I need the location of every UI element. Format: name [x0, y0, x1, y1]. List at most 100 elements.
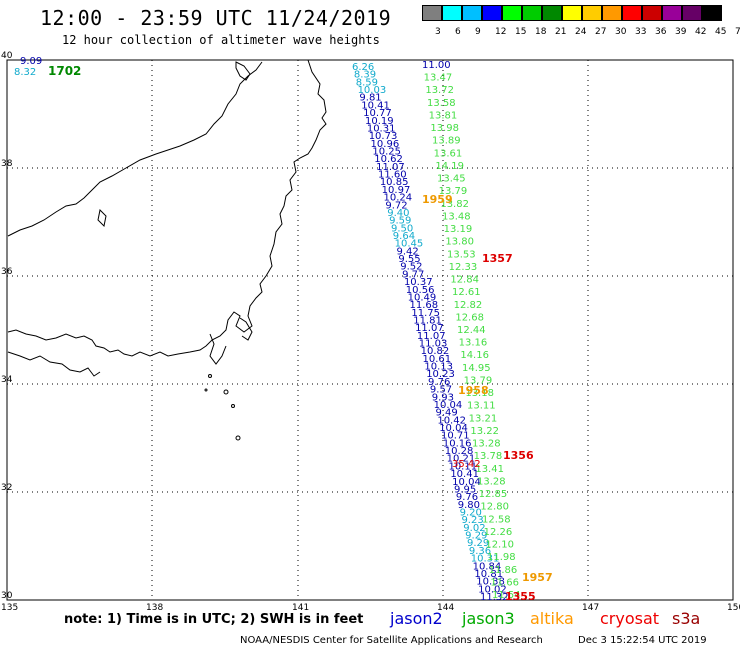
jason2-value: 10.45 [395, 239, 424, 250]
jason2-value: 10.38 [476, 577, 505, 588]
lon-tick-label: 141 [292, 603, 309, 613]
lat-tick-label: 40 [1, 51, 13, 61]
noto-peninsula [7, 61, 263, 237]
jason3-value: 13.45 [437, 174, 466, 185]
island-2 [231, 404, 235, 408]
jason2-value: 10.13 [424, 362, 453, 373]
lon-tick-label: 144 [437, 603, 454, 613]
jason2-value: 10.11 [448, 461, 477, 472]
track-annotation: 1357 [482, 252, 513, 265]
jason3-value: 12.33 [449, 262, 478, 273]
lon-tick-label: 150 [727, 603, 740, 613]
jason2-value: 8.59 [356, 77, 378, 88]
satellite-legend-jason2: jason2 [390, 609, 443, 628]
jason2-value: 9.02 [463, 523, 485, 534]
jason3-value: 13.18 [465, 388, 494, 399]
boso-peninsula [239, 317, 253, 341]
jason2-value: 10.56 [406, 285, 435, 296]
jason2-value: 10.81 [474, 569, 503, 580]
island-4 [208, 374, 212, 378]
jason2-value: 10.62 [374, 154, 403, 165]
colorbar-swatch [462, 5, 482, 21]
jason3-value: 13.19 [444, 224, 473, 235]
jason3-value: 13.47 [424, 73, 453, 84]
footer-credit: NOAA/NESDIS Center for Satellite Applica… [240, 635, 543, 646]
colorbar-swatch [562, 5, 582, 21]
satellite-legend-jason3: jason3 [462, 609, 515, 628]
satellite-legend-cryosat: cryosat [600, 609, 660, 628]
colorbar-swatch [622, 5, 642, 21]
colorbar-label: 12 [495, 27, 507, 37]
jason3-value: 13.79 [439, 186, 468, 197]
jason2-value: 10.96 [371, 139, 400, 150]
colorbar-swatch [602, 5, 622, 21]
satellite-legend-altika: altika [530, 609, 574, 628]
jason3-value: 13.11 [467, 401, 496, 412]
jason3-value: 11.54 [492, 590, 521, 601]
jason2-value: 9.93 [432, 392, 454, 403]
colorbar-swatch [442, 5, 462, 21]
jason2-value: 9.23 [461, 515, 483, 526]
jason3-value: 12.26 [484, 527, 513, 538]
colorbar-swatch [642, 5, 662, 21]
jason2-value: 10.16 [443, 438, 472, 449]
jason2-value: 10.24 [384, 193, 413, 204]
jason3-value: 12.58 [482, 514, 511, 525]
colorbar-swatch [422, 5, 442, 21]
jason2-value: 10.73 [369, 131, 398, 142]
jason3-value: 13.80 [445, 237, 474, 248]
lon-tick-label: 135 [1, 603, 18, 613]
chart-subtitle: 12 hour collection of altimeter wave hei… [62, 33, 380, 47]
jason2-value: 10.84 [473, 561, 502, 572]
satellite-legend-s3a: s3a [672, 609, 701, 628]
track-annotation: 35.42 [452, 459, 481, 470]
jason2-value: 10.19 [365, 116, 394, 127]
jason2-value: 9.95 [454, 484, 476, 495]
jason3-value: 11.66 [490, 577, 519, 588]
jason2-value: 10.23 [426, 369, 455, 380]
jason3-value: 13.22 [470, 426, 499, 437]
jason2-value: 10.37 [404, 277, 433, 288]
lon-tick-label: 138 [146, 603, 163, 613]
track-annotation: 1958 [458, 384, 489, 397]
lat-tick-label: 32 [1, 483, 12, 493]
track-annotation: 1957 [522, 571, 553, 584]
jason2-value: 9.29 [465, 531, 487, 542]
colorbar-swatch [522, 5, 542, 21]
colorbar-label: 45 [715, 27, 727, 37]
jason2-value: 10.41 [361, 100, 390, 111]
lat-tick-label: 30 [1, 591, 13, 601]
footer-timestamp: Dec 3 15:22:54 UTC 2019 [578, 635, 707, 646]
island-1 [223, 389, 229, 395]
track-annotation: 1355 [505, 590, 536, 603]
track-annotation: 9.09 [20, 56, 42, 67]
jason2-value: 11.75 [411, 308, 440, 319]
jason2-value: 11.68 [410, 300, 439, 311]
jason2-value: 9.55 [398, 254, 420, 265]
jason3-value: 11.98 [487, 552, 516, 563]
track-annotation: 1959 [422, 193, 453, 206]
jason3-value: 14.19 [435, 161, 464, 172]
jason2-value: 9.50 [391, 223, 413, 234]
jason2-value: 11.07 [376, 162, 405, 173]
jason2-value: 11.60 [378, 170, 407, 181]
jason2-value: 8.39 [354, 70, 376, 81]
jason3-value: 11.00 [422, 60, 451, 71]
jason3-value: 13.82 [440, 199, 469, 210]
jason3-value: 12.61 [452, 287, 481, 298]
lat-tick-label: 36 [1, 267, 13, 277]
jason3-value: 13.78 [474, 451, 503, 462]
jason2-value: 9.42 [397, 246, 419, 257]
colorbar-swatch [682, 5, 702, 21]
colorbar-label: 18 [535, 27, 547, 37]
jason3-value: 13.16 [459, 338, 488, 349]
jason2-value: 9.49 [435, 408, 457, 419]
colorbar-label: 9 [475, 27, 481, 37]
jason3-value: 14.95 [462, 363, 491, 374]
colorbar-swatch [702, 5, 722, 21]
jason3-value: 12.85 [479, 489, 508, 500]
jason2-value: 10.04 [439, 423, 468, 434]
jason2-value: 10.85 [380, 177, 409, 188]
jason3-value: 12.44 [457, 325, 486, 336]
